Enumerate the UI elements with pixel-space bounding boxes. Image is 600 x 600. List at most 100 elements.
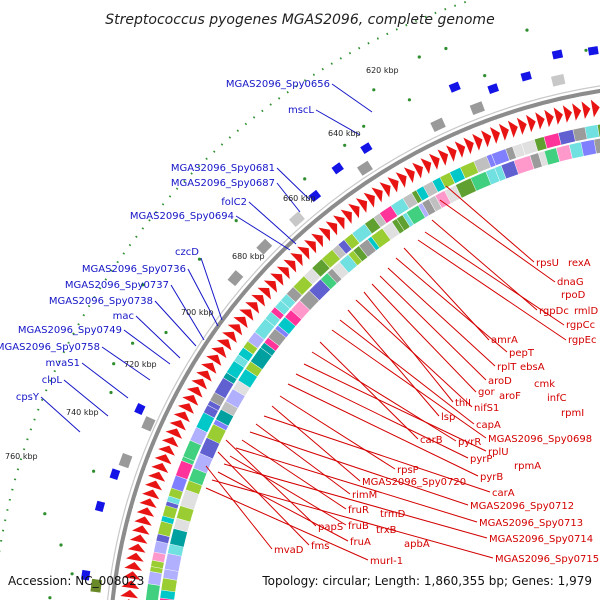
gene-label[interactable]: thiI xyxy=(455,398,471,409)
gene-label[interactable]: trxB xyxy=(376,525,397,536)
cog-segment xyxy=(379,206,398,224)
forward-gene xyxy=(355,198,368,213)
gene-label[interactable]: MGAS2096_Spy0698 xyxy=(488,434,592,445)
gene-label[interactable]: infC xyxy=(547,393,567,404)
gene-label[interactable]: fms xyxy=(311,541,329,552)
gene-label[interactable]: MGAS2096_Spy0758 xyxy=(0,342,100,353)
gene-label[interactable]: dnaG xyxy=(557,277,584,288)
gene-label[interactable]: rpsP xyxy=(397,465,419,476)
cog-segment xyxy=(223,372,237,384)
feature-block xyxy=(118,453,133,469)
gene-label[interactable]: fruR xyxy=(348,505,369,516)
gene-label[interactable]: rexA xyxy=(568,258,591,269)
label-connector xyxy=(395,257,508,353)
gene-label[interactable]: MGAS2096_Spy0749 xyxy=(18,325,122,336)
kbp-tick: 720 kbp xyxy=(124,360,157,369)
cog-segment xyxy=(435,190,451,208)
label-connector xyxy=(311,351,457,442)
forward-gene xyxy=(158,445,175,456)
gene-label[interactable]: MGAS2096_Spy0738 xyxy=(49,296,153,307)
cog-segment xyxy=(162,505,178,519)
reverse-gene xyxy=(94,500,106,512)
forward-gene xyxy=(463,137,474,155)
cog-segment xyxy=(573,127,587,142)
gene-label[interactable]: MGAS2096_Spy0656 xyxy=(226,79,330,90)
cog-color-rings xyxy=(145,124,600,600)
cog-segment xyxy=(581,139,597,156)
gene-label[interactable]: apbA xyxy=(404,539,430,550)
gene-label[interactable]: MGAS2096_Spy0736 xyxy=(82,264,186,275)
gene-label[interactable]: rpsU xyxy=(536,258,559,269)
label-connector xyxy=(347,309,440,417)
label-connector xyxy=(81,362,129,399)
gene-label[interactable]: rpoD xyxy=(561,290,586,301)
gene-label[interactable]: murI-1 xyxy=(370,556,403,567)
gene-label[interactable]: amrA xyxy=(491,335,518,346)
gene-label[interactable]: aroF xyxy=(499,391,521,402)
cog-segment xyxy=(161,578,177,592)
gene-label[interactable]: rgpDc xyxy=(539,306,569,317)
gene-label[interactable]: mvaD xyxy=(274,545,304,556)
gene-label[interactable]: carB xyxy=(420,435,443,446)
cog-segment xyxy=(470,171,491,191)
gene-label[interactable]: rmlD xyxy=(574,306,598,317)
gene-label[interactable]: trmD xyxy=(380,509,406,520)
gene-label[interactable]: rplU xyxy=(488,447,509,458)
gene-label[interactable]: carA xyxy=(492,488,515,499)
gene-label[interactable]: mvaS1 xyxy=(46,358,81,369)
gene-label[interactable]: rgpEc xyxy=(568,335,596,346)
gene-label[interactable]: MGAS2096_Spy0720 xyxy=(362,477,466,488)
gene-label[interactable]: papS xyxy=(318,522,343,533)
gene-label[interactable]: cpsY xyxy=(16,392,40,403)
reverse-strand-genes xyxy=(81,46,599,581)
gene-label[interactable]: czcD xyxy=(175,247,199,258)
gene-label[interactable]: lsp xyxy=(441,412,455,423)
gene-label[interactable]: MGAS2096_Spy0714 xyxy=(489,534,593,545)
feature-block xyxy=(256,238,273,255)
cog-segment xyxy=(175,460,193,480)
cog-segment xyxy=(544,133,561,149)
gene-label[interactable]: gor xyxy=(478,387,495,398)
gene-label[interactable]: rgpCc xyxy=(566,320,595,331)
forward-gene xyxy=(165,428,183,439)
gene-label[interactable]: pyrB xyxy=(480,472,503,483)
cog-segment xyxy=(348,250,362,266)
gene-label[interactable]: pyrR xyxy=(458,437,481,448)
gene-label[interactable]: rpmA xyxy=(514,461,541,472)
gene-label[interactable]: MGAS2096_Spy0694 xyxy=(130,211,234,222)
cog-segment xyxy=(185,480,202,495)
gene-label[interactable]: rplT xyxy=(497,362,517,373)
cog-segment xyxy=(203,405,219,418)
forward-gene xyxy=(562,105,572,123)
gene-label[interactable]: pepT xyxy=(509,348,535,359)
cog-segment xyxy=(494,165,506,181)
gene-label[interactable]: capA xyxy=(476,420,501,431)
gene-label[interactable]: mscL xyxy=(288,105,314,116)
gene-label[interactable]: fruA xyxy=(350,537,371,548)
forward-gene xyxy=(126,552,144,562)
cog-segment xyxy=(265,312,280,327)
gene-label[interactable]: aroD xyxy=(488,376,512,387)
gene-label[interactable]: cmk xyxy=(534,379,555,390)
forward-gene xyxy=(136,507,155,517)
gene-label[interactable]: fruB xyxy=(348,521,369,532)
gene-label[interactable]: MGAS2096_Spy0715 xyxy=(495,554,599,565)
forward-gene xyxy=(403,167,415,183)
gene-label[interactable]: folC2 xyxy=(221,197,247,208)
label-connector xyxy=(225,439,317,527)
gene-label[interactable]: clpL xyxy=(42,375,63,386)
gene-label[interactable]: MGAS2096_Spy0687 xyxy=(171,178,275,189)
gene-label[interactable]: rimM xyxy=(352,490,377,501)
feature-dot xyxy=(70,572,74,576)
cog-segment xyxy=(148,571,162,586)
gene-label[interactable]: MGAS2096_Spy0713 xyxy=(479,518,583,529)
gene-label[interactable]: rpmI xyxy=(561,408,584,419)
gene-label[interactable]: pyrP xyxy=(470,454,492,465)
gene-label[interactable]: nifS1 xyxy=(474,403,499,414)
gene-label[interactable]: MGAS2096_Spy0712 xyxy=(470,501,574,512)
gene-label[interactable]: mac xyxy=(113,311,134,322)
gene-label[interactable]: ebsA xyxy=(520,362,545,373)
gene-label[interactable]: MGAS2096_Spy0737 xyxy=(65,280,169,291)
gene-label[interactable]: MGAS2096_Spy0681 xyxy=(171,163,275,174)
cog-segment xyxy=(250,347,272,370)
